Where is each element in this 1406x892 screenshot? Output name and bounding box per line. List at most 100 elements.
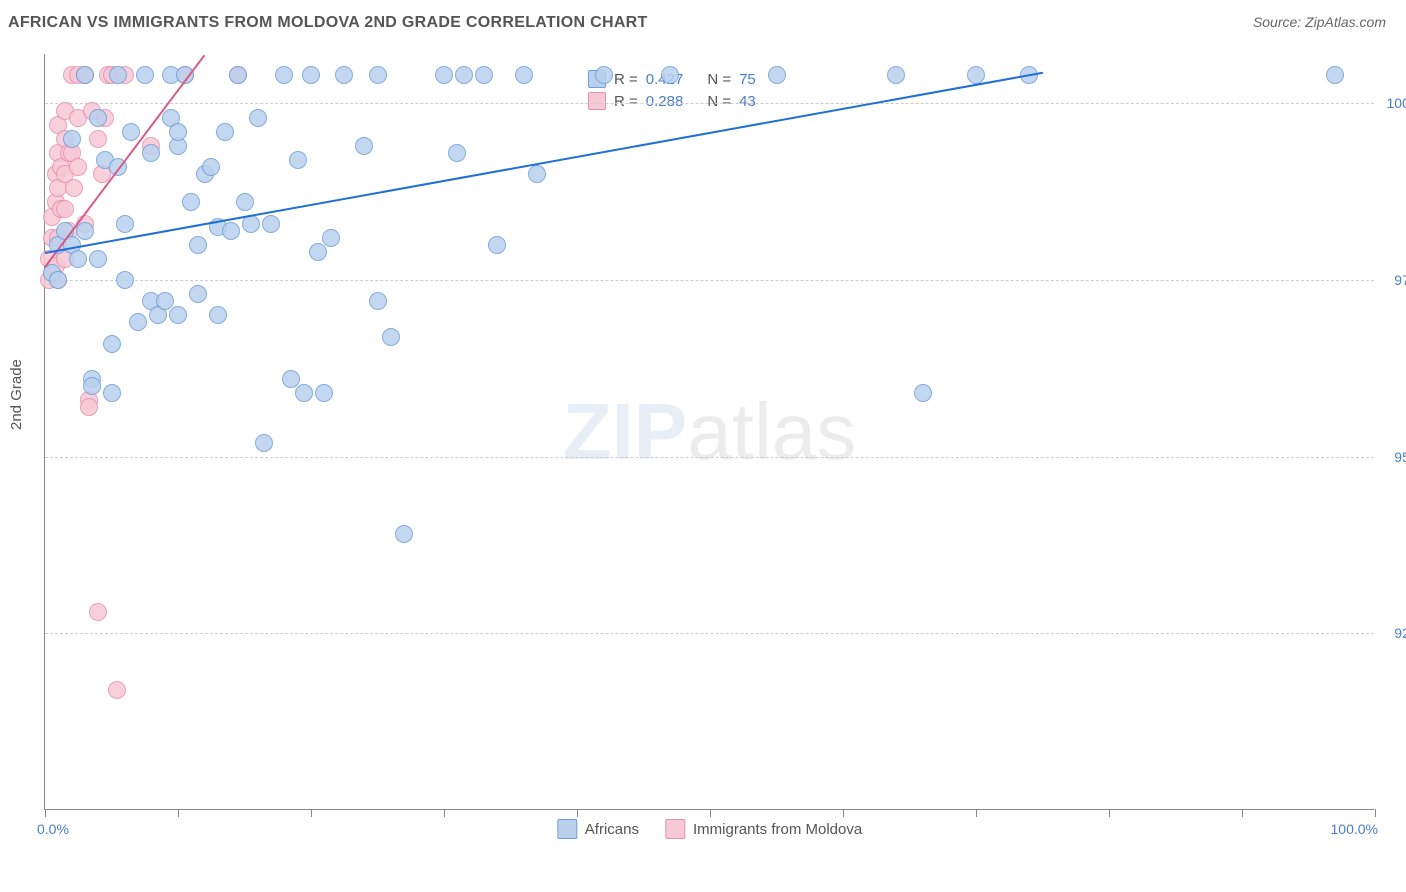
scatter-chart: ZIPatlas R = 0.427 N = 75 R = 0.288 N = …: [44, 54, 1374, 810]
chart-legend: Africans Immigrants from Moldova: [557, 819, 862, 839]
scatter-point-africans: [335, 66, 353, 84]
scatter-point-africans: [289, 151, 307, 169]
scatter-point-africans: [322, 229, 340, 247]
scatter-point-africans: [967, 66, 985, 84]
scatter-point-moldova: [65, 179, 83, 197]
scatter-point-africans: [528, 165, 546, 183]
scatter-point-africans: [455, 66, 473, 84]
scatter-point-africans: [595, 66, 613, 84]
trend-line: [45, 72, 1043, 254]
x-tick: [710, 809, 711, 817]
scatter-point-moldova: [80, 398, 98, 416]
scatter-point-africans: [76, 66, 94, 84]
x-axis-min-label: 0.0%: [37, 821, 69, 837]
gridline-h: [45, 457, 1374, 458]
legend-label-moldova: Immigrants from Moldova: [693, 821, 862, 838]
legend-item-moldova: Immigrants from Moldova: [665, 819, 862, 839]
scatter-point-africans: [282, 370, 300, 388]
watermark: ZIPatlas: [563, 386, 856, 478]
scatter-point-africans: [63, 130, 81, 148]
scatter-point-africans: [262, 215, 280, 233]
source-name: ZipAtlas.com: [1305, 14, 1386, 30]
stats-row-moldova: R = 0.288 N = 43: [588, 90, 756, 112]
scatter-point-moldova: [89, 130, 107, 148]
scatter-point-africans: [83, 377, 101, 395]
scatter-point-africans: [914, 384, 932, 402]
gridline-h: [45, 280, 1374, 281]
scatter-point-africans: [189, 285, 207, 303]
gridline-h: [45, 103, 1374, 104]
scatter-point-africans: [169, 306, 187, 324]
scatter-point-africans: [249, 109, 267, 127]
legend-swatch-moldova: [665, 819, 685, 839]
scatter-point-africans: [69, 250, 87, 268]
scatter-point-africans: [395, 525, 413, 543]
y-tick-label: 100.0%: [1379, 95, 1406, 111]
stats-r-label: R =: [614, 93, 638, 110]
scatter-point-moldova: [69, 158, 87, 176]
scatter-point-africans: [229, 66, 247, 84]
scatter-point-africans: [768, 66, 786, 84]
watermark-zip: ZIP: [563, 387, 687, 476]
y-tick-label: 92.5%: [1379, 625, 1406, 641]
stats-r-label: R =: [614, 71, 638, 88]
scatter-point-africans: [315, 384, 333, 402]
stats-n-label: N =: [707, 71, 731, 88]
scatter-point-africans: [103, 384, 121, 402]
x-axis-max-label: 100.0%: [1331, 821, 1378, 837]
scatter-point-africans: [382, 328, 400, 346]
legend-item-africans: Africans: [557, 819, 639, 839]
source-attribution: Source: ZipAtlas.com: [1253, 14, 1386, 30]
stats-n-value-africans: 75: [739, 71, 756, 88]
scatter-point-africans: [216, 123, 234, 141]
scatter-point-africans: [169, 123, 187, 141]
legend-swatch-africans: [557, 819, 577, 839]
chart-title: AFRICAN VS IMMIGRANTS FROM MOLDOVA 2ND G…: [8, 14, 648, 32]
stats-n-label: N =: [707, 93, 731, 110]
scatter-point-africans: [355, 137, 373, 155]
x-tick: [976, 809, 977, 817]
scatter-point-africans: [488, 236, 506, 254]
scatter-point-africans: [116, 215, 134, 233]
scatter-point-africans: [182, 193, 200, 211]
scatter-point-africans: [295, 384, 313, 402]
scatter-point-africans: [116, 271, 134, 289]
scatter-point-africans: [369, 292, 387, 310]
scatter-point-africans: [515, 66, 533, 84]
scatter-point-africans: [202, 158, 220, 176]
x-tick: [1109, 809, 1110, 817]
scatter-point-africans: [89, 250, 107, 268]
scatter-point-africans: [103, 335, 121, 353]
scatter-point-africans: [435, 66, 453, 84]
scatter-point-africans: [109, 66, 127, 84]
x-tick: [577, 809, 578, 817]
x-tick: [178, 809, 179, 817]
scatter-point-africans: [887, 66, 905, 84]
x-tick: [1242, 809, 1243, 817]
y-axis-label: 2nd Grade: [8, 359, 25, 430]
scatter-point-africans: [122, 123, 140, 141]
y-tick-label: 97.5%: [1379, 272, 1406, 288]
scatter-point-africans: [129, 313, 147, 331]
scatter-point-moldova: [56, 200, 74, 218]
scatter-point-moldova: [108, 681, 126, 699]
x-tick: [843, 809, 844, 817]
scatter-point-africans: [236, 193, 254, 211]
legend-label-africans: Africans: [585, 821, 639, 838]
scatter-point-africans: [189, 236, 207, 254]
scatter-point-africans: [209, 306, 227, 324]
stats-n-value-moldova: 43: [739, 93, 756, 110]
x-tick: [45, 809, 46, 817]
stats-swatch-moldova: [588, 92, 606, 110]
scatter-point-africans: [222, 222, 240, 240]
watermark-atlas: atlas: [687, 387, 856, 476]
scatter-point-moldova: [89, 603, 107, 621]
scatter-point-africans: [142, 144, 160, 162]
x-tick: [444, 809, 445, 817]
scatter-point-africans: [448, 144, 466, 162]
scatter-point-africans: [309, 243, 327, 261]
scatter-point-africans: [661, 66, 679, 84]
scatter-point-africans: [156, 292, 174, 310]
x-tick: [1375, 809, 1376, 817]
scatter-point-africans: [302, 66, 320, 84]
